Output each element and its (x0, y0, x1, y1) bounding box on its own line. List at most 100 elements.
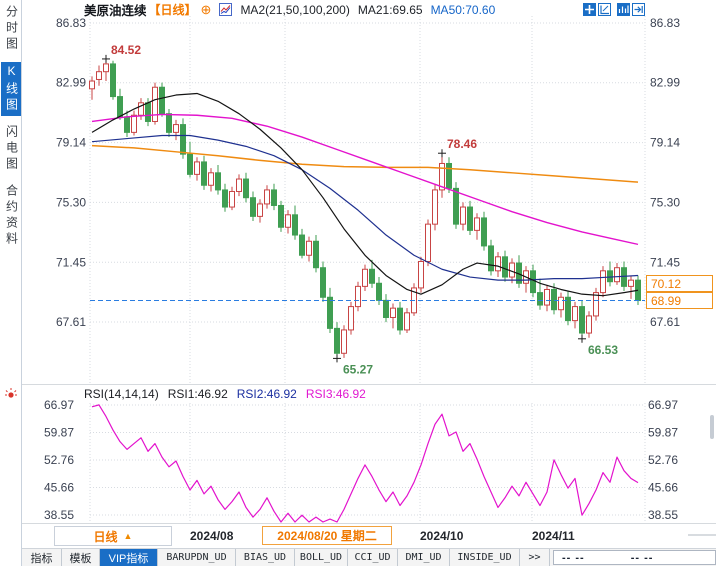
axis-label: 79.14 (56, 136, 86, 150)
price-marker-label: 84.52 (111, 43, 141, 57)
period-label[interactable]: 【日线】 (148, 3, 197, 17)
candle-body (383, 299, 389, 318)
candle-body (390, 307, 396, 318)
x-axis-label-oct: 2024/10 (420, 529, 464, 543)
candle-body (460, 206, 466, 225)
candle-body (117, 96, 123, 118)
candle-body (222, 189, 228, 208)
chart-header: 美原油连续 【日线】 ⊕ MA2(21,50,100,200) MA21:69.65… (84, 1, 495, 19)
candle-body (607, 270, 613, 283)
candle-body (145, 102, 151, 122)
candle-body (292, 214, 298, 236)
tab-cci-ud[interactable]: CCI_UD (348, 549, 398, 566)
candle-body (229, 190, 235, 208)
candle-body (159, 86, 165, 115)
horizontal-scrollbar-thumb[interactable] (688, 534, 716, 536)
ma-line-ma50 (91, 134, 639, 281)
status-dashes-right: -- -- (630, 551, 654, 564)
candle-body (201, 161, 207, 186)
tab-boll-ud[interactable]: BOLL_UD (295, 549, 348, 566)
symbol-name: 美原油连续 (84, 4, 147, 18)
tab-templates[interactable]: 模板 (62, 549, 100, 566)
candle-body (236, 178, 242, 192)
candle-body (551, 288, 557, 311)
ma-line-ma100 (91, 113, 639, 246)
candle-body (355, 285, 361, 308)
axis-label: 66.97 (648, 398, 678, 412)
period-selector[interactable]: 日线 ▲ (54, 526, 172, 546)
candle-body (474, 217, 480, 231)
candle-body (327, 296, 333, 329)
candle-body (586, 315, 592, 334)
axis-label: 52.76 (44, 453, 74, 467)
sidebar-item-contract-info[interactable]: 合约资料 (4, 184, 19, 248)
candle-body (250, 197, 256, 217)
chart-type-sidebar: 分时图 K线图 闪电图 合约资料 (0, 0, 22, 566)
candle-body (502, 256, 508, 278)
axis-label: 82.99 (650, 76, 680, 90)
move-icon[interactable] (583, 3, 596, 16)
axis-label: 45.66 (648, 480, 678, 494)
candle-body (138, 102, 144, 116)
tab-bias-ud[interactable]: BIAS_UD (236, 549, 295, 566)
reference-price-box: 70.12 (646, 275, 713, 292)
candle-body (264, 189, 270, 205)
ma-legend-icon[interactable] (219, 3, 233, 16)
axis-label: 71.45 (56, 255, 86, 269)
candle-body (306, 240, 312, 256)
axis-settings-icon[interactable] (598, 3, 611, 16)
candle-body (341, 329, 347, 354)
last-price-box: 68.99 (646, 292, 713, 309)
axis-label: 79.14 (650, 136, 680, 150)
ma21-value: MA21:69.65 (357, 2, 423, 17)
rsi2-value: RSI2:46.92 (236, 387, 297, 401)
tab-dmi-ud[interactable]: DMI_UD (398, 549, 450, 566)
rsi-formula[interactable]: RSI(14,14,14) (84, 387, 159, 401)
axis-label: 86.83 (650, 16, 680, 30)
sidebar-item-kline-chart[interactable]: K线图 (0, 62, 21, 116)
candle-body (509, 262, 515, 278)
alert-lamp-icon[interactable] (3, 386, 19, 402)
axis-label: 38.55 (44, 508, 74, 522)
x-axis-label-aug: 2024/08 (190, 529, 234, 543)
candle-body (124, 116, 130, 133)
axis-label: 59.87 (648, 425, 678, 439)
candle-body (488, 245, 494, 272)
axis-label: 45.66 (44, 480, 74, 494)
candle-body (593, 292, 599, 317)
candle-body (362, 268, 368, 287)
candle-body (131, 114, 137, 133)
ma-line-ma21 (91, 92, 639, 297)
sidebar-item-time-chart[interactable]: 分时图 (4, 5, 19, 53)
tab-vip-indicators[interactable]: VIP指标 (100, 549, 158, 566)
candle-body (215, 172, 221, 191)
candle-body (89, 80, 95, 90)
tab-barupdn-ud[interactable]: BARUPDN_UD (158, 549, 236, 566)
candle-body (404, 312, 410, 331)
caret-up-icon: ▲ (123, 531, 133, 541)
vertical-scrollbar-thumb[interactable] (710, 415, 714, 439)
candle-body (558, 296, 564, 311)
ma-line-ma200 (91, 144, 639, 183)
expand-icon[interactable]: ⊕ (200, 1, 212, 17)
status-dashes-left: -- -- (562, 551, 585, 564)
candle-body (278, 204, 284, 228)
tab-indicators[interactable]: 指标 (22, 549, 62, 566)
tab-inside-ud[interactable]: INSIDE_UD (450, 549, 520, 566)
candle-body (320, 267, 326, 298)
tab-more[interactable]: >> (520, 549, 550, 566)
candle-body (495, 256, 501, 272)
candle-body (376, 282, 382, 301)
candle-body (194, 161, 200, 175)
next-page-icon[interactable] (632, 3, 645, 16)
indicator-panel-icon[interactable] (617, 3, 630, 16)
candle-body (635, 279, 641, 302)
candle-body (537, 292, 543, 306)
sidebar-item-lightning-chart[interactable]: 闪电图 (4, 125, 19, 173)
status-box: -- -- -- -- (553, 550, 716, 565)
candle-body (467, 206, 473, 231)
candle-body (579, 306, 585, 334)
candle-body (110, 63, 116, 98)
